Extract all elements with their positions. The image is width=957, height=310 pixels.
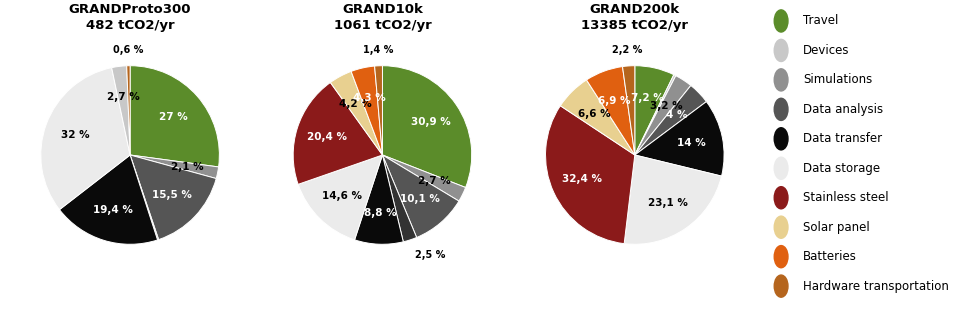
Text: 10,1 %: 10,1 %	[400, 194, 440, 204]
Text: 2,7 %: 2,7 %	[418, 176, 451, 186]
Text: 6,9 %: 6,9 %	[598, 95, 631, 106]
Title: GRANDProto300
482 tCO2/yr: GRANDProto300 482 tCO2/yr	[69, 3, 191, 32]
Text: Simulations: Simulations	[803, 73, 872, 86]
Text: Data transfer: Data transfer	[803, 132, 882, 145]
Wedge shape	[41, 68, 130, 210]
Text: Stainless steel: Stainless steel	[803, 191, 888, 204]
Text: 2,7 %: 2,7 %	[106, 92, 140, 102]
Title: GRAND200k
13385 tCO2/yr: GRAND200k 13385 tCO2/yr	[581, 3, 688, 32]
Wedge shape	[383, 155, 416, 242]
Wedge shape	[383, 66, 472, 188]
Wedge shape	[126, 66, 130, 155]
Wedge shape	[634, 102, 724, 176]
Text: 32 %: 32 %	[61, 130, 90, 140]
Title: GRAND10k
1061 tCO2/yr: GRAND10k 1061 tCO2/yr	[334, 3, 432, 32]
Circle shape	[774, 69, 788, 91]
Circle shape	[774, 128, 788, 150]
Circle shape	[774, 98, 788, 120]
Circle shape	[774, 275, 788, 297]
Text: 2,1 %: 2,1 %	[170, 162, 203, 171]
Wedge shape	[293, 82, 383, 184]
Text: 23,1 %: 23,1 %	[648, 198, 688, 208]
Text: 4 %: 4 %	[666, 110, 687, 120]
Text: 6,6 %: 6,6 %	[578, 109, 611, 119]
Wedge shape	[587, 67, 634, 155]
Wedge shape	[561, 80, 634, 155]
Wedge shape	[130, 155, 159, 240]
Text: 32,4 %: 32,4 %	[562, 175, 602, 184]
Text: Hardware transportation: Hardware transportation	[803, 280, 948, 293]
Text: 8,8 %: 8,8 %	[364, 208, 396, 218]
Text: 20,4 %: 20,4 %	[307, 132, 347, 143]
Text: Batteries: Batteries	[803, 250, 857, 263]
Text: 4,3 %: 4,3 %	[353, 93, 386, 104]
Wedge shape	[634, 75, 676, 155]
Wedge shape	[299, 155, 383, 240]
Text: Data analysis: Data analysis	[803, 103, 883, 116]
Text: 14 %: 14 %	[678, 138, 706, 148]
Text: 0,6 %: 0,6 %	[113, 45, 144, 55]
Text: 19,4 %: 19,4 %	[93, 206, 133, 215]
Circle shape	[774, 216, 788, 238]
Text: Devices: Devices	[803, 44, 849, 57]
Text: Data storage: Data storage	[803, 162, 879, 175]
Wedge shape	[624, 155, 722, 244]
Text: 2,2 %: 2,2 %	[612, 45, 643, 55]
Text: 15,5 %: 15,5 %	[152, 190, 192, 200]
Wedge shape	[374, 66, 383, 155]
Circle shape	[774, 39, 788, 61]
Circle shape	[774, 246, 788, 268]
Text: 3,2 %: 3,2 %	[650, 101, 683, 111]
Wedge shape	[130, 66, 219, 167]
Circle shape	[774, 10, 788, 32]
Wedge shape	[59, 155, 158, 244]
Wedge shape	[634, 86, 706, 155]
Text: 30,9 %: 30,9 %	[411, 117, 450, 127]
Text: 14,6 %: 14,6 %	[322, 191, 362, 202]
Wedge shape	[545, 106, 634, 244]
Text: 2,5 %: 2,5 %	[415, 250, 445, 260]
Circle shape	[774, 157, 788, 179]
Wedge shape	[634, 66, 674, 155]
Wedge shape	[622, 66, 634, 155]
Text: 1,4 %: 1,4 %	[363, 45, 393, 55]
Text: 27 %: 27 %	[160, 112, 189, 122]
Text: Solar panel: Solar panel	[803, 221, 870, 234]
Text: 7,2 %: 7,2 %	[632, 93, 664, 104]
Wedge shape	[112, 66, 130, 155]
Circle shape	[774, 187, 788, 209]
Wedge shape	[383, 155, 466, 201]
Wedge shape	[634, 76, 691, 155]
Text: 4,2 %: 4,2 %	[339, 99, 371, 109]
Wedge shape	[355, 155, 403, 244]
Wedge shape	[383, 155, 459, 237]
Wedge shape	[351, 66, 383, 155]
Wedge shape	[130, 155, 216, 240]
Wedge shape	[130, 155, 218, 179]
Wedge shape	[330, 71, 383, 155]
Text: Travel: Travel	[803, 15, 838, 28]
